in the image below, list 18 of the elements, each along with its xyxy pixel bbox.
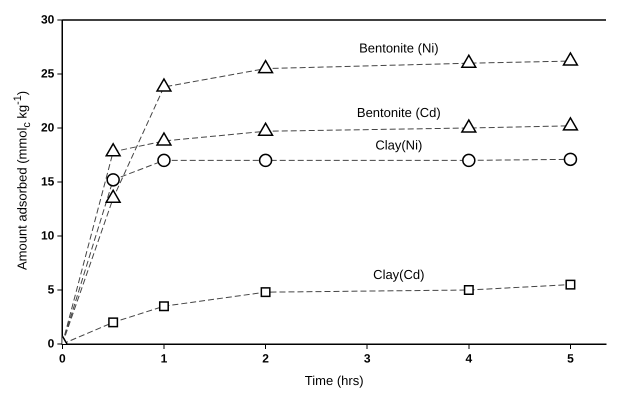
x-axis-title: Time (hrs) — [304, 372, 364, 388]
y-tick-label: 15 — [40, 174, 55, 188]
series-label: Clay(Ni) — [375, 137, 422, 152]
y-tick-label: 25 — [40, 66, 55, 80]
series-label: Bentonite (Ni) — [359, 40, 439, 56]
x-tick-label: 2 — [262, 352, 270, 366]
y-tick-label: 0 — [48, 336, 55, 350]
y-tick-label: 30 — [40, 12, 55, 26]
series-label: Clay(Cd) — [373, 267, 424, 282]
series-label: Bentonite (Cd) — [356, 105, 441, 120]
y-tick-label: 5 — [48, 282, 55, 296]
y-tick-label: 20 — [40, 120, 55, 134]
y-tick-label: 10 — [40, 228, 55, 242]
x-tick-label: 5 — [567, 352, 574, 366]
x-tick-label: 0 — [59, 352, 66, 366]
x-tick-label: 4 — [465, 352, 472, 366]
x-tick-label: 3 — [364, 352, 371, 366]
x-tick-label: 1 — [160, 352, 168, 366]
